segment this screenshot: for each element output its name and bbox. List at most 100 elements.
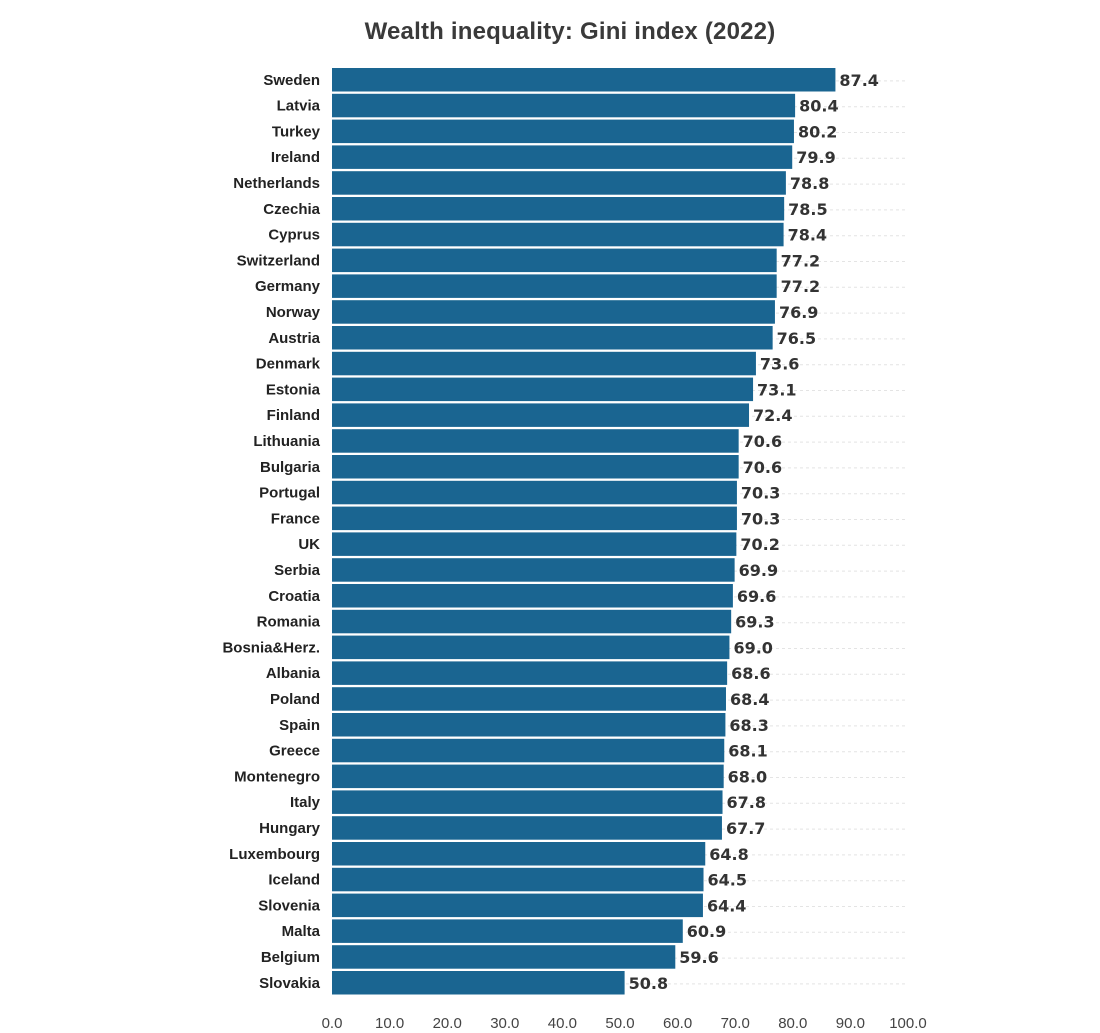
category-label: Germany <box>255 278 321 295</box>
category-label: Slovenia <box>258 897 320 914</box>
value-label: 68.0 <box>728 767 767 786</box>
bar <box>332 867 704 892</box>
category-label: Netherlands <box>233 175 320 192</box>
bar <box>332 661 728 685</box>
bar <box>332 558 735 582</box>
category-label: Albania <box>266 665 321 682</box>
value-label: 69.3 <box>735 613 774 632</box>
category-label: Denmark <box>256 356 321 373</box>
bar <box>332 842 706 866</box>
bar <box>332 171 786 195</box>
category-label: Finland <box>267 407 320 424</box>
category-label: Iceland <box>268 872 320 889</box>
value-label: 68.3 <box>729 716 768 735</box>
value-label: 76.5 <box>777 329 816 348</box>
bar <box>332 222 784 247</box>
bar <box>332 584 733 608</box>
value-label: 70.6 <box>743 458 782 477</box>
category-label: Malta <box>282 923 321 940</box>
category-label: Luxembourg <box>229 846 320 863</box>
bar <box>332 893 703 918</box>
value-label: 64.5 <box>708 871 747 890</box>
bar <box>332 119 794 144</box>
category-label: Greece <box>269 743 320 760</box>
category-label: Bulgaria <box>260 459 321 476</box>
value-label: 70.2 <box>740 535 779 554</box>
category-label: Romania <box>257 614 321 631</box>
bar <box>332 197 785 221</box>
bar <box>332 145 793 169</box>
value-label: 69.6 <box>737 587 776 606</box>
x-tick-label: 10.0 <box>375 1015 404 1032</box>
x-tick-label: 50.0 <box>605 1015 634 1032</box>
value-label: 72.4 <box>753 406 792 425</box>
x-tick-label: 100.0 <box>889 1015 927 1032</box>
value-label: 77.2 <box>781 277 820 296</box>
bar <box>332 274 777 298</box>
category-label: Ireland <box>271 149 320 166</box>
chart-title: Wealth inequality: Gini index (2022) <box>364 18 776 45</box>
category-label: Hungary <box>259 820 321 837</box>
x-tick-label: 60.0 <box>663 1015 692 1032</box>
value-label: 76.9 <box>779 303 818 322</box>
category-label: Belgium <box>261 949 320 966</box>
bar <box>332 609 732 634</box>
bar <box>332 248 777 273</box>
bar <box>332 945 676 969</box>
category-label: Portugal <box>259 485 320 502</box>
category-label: Latvia <box>277 98 321 115</box>
category-label: Serbia <box>274 562 321 579</box>
category-label: Switzerland <box>237 252 320 269</box>
bar <box>332 764 724 789</box>
value-label: 69.9 <box>739 561 778 580</box>
value-label: 64.8 <box>709 845 748 864</box>
bar <box>332 351 756 376</box>
value-label: 80.2 <box>798 122 837 141</box>
category-label: Czechia <box>263 201 320 218</box>
category-label: Croatia <box>268 588 320 605</box>
value-label: 78.8 <box>790 174 829 193</box>
category-label: Estonia <box>266 381 321 398</box>
bar <box>332 429 739 453</box>
bar <box>332 816 722 840</box>
bar <box>332 635 730 660</box>
category-label: Italy <box>290 794 321 811</box>
value-label: 70.6 <box>743 432 782 451</box>
bar <box>332 377 754 402</box>
value-label: 60.9 <box>687 922 726 941</box>
category-label: France <box>271 510 320 527</box>
value-label: 67.7 <box>726 819 765 838</box>
bar <box>332 790 723 814</box>
value-label: 70.3 <box>741 484 780 503</box>
bar <box>332 326 773 350</box>
bar <box>332 532 737 556</box>
value-label: 68.6 <box>731 664 770 683</box>
x-tick-label: 30.0 <box>490 1015 519 1032</box>
bar <box>332 300 775 324</box>
category-label: UK <box>298 536 320 553</box>
category-label: Slovakia <box>259 975 321 992</box>
value-label: 67.8 <box>727 793 766 812</box>
x-tick-label: 0.0 <box>322 1015 343 1032</box>
category-label: Spain <box>279 717 320 734</box>
x-tick-label: 20.0 <box>433 1015 462 1032</box>
bar <box>332 738 725 763</box>
value-label: 73.1 <box>757 380 796 399</box>
x-tick-label: 80.0 <box>778 1015 807 1032</box>
value-label: 77.2 <box>781 251 820 270</box>
category-label: Sweden <box>263 72 320 89</box>
bar <box>332 403 750 427</box>
value-label: 80.4 <box>799 97 838 116</box>
category-label: Bosnia&Herz. <box>222 639 320 656</box>
bar <box>332 919 683 943</box>
value-label: 79.9 <box>796 148 835 167</box>
category-label: Lithuania <box>253 433 320 450</box>
value-label: 59.6 <box>679 948 718 967</box>
bar <box>332 68 836 92</box>
bar <box>332 687 726 711</box>
category-label: Poland <box>270 691 320 708</box>
value-label: 68.1 <box>728 742 767 761</box>
x-tick-label: 70.0 <box>721 1015 750 1032</box>
value-label: 69.0 <box>733 638 772 657</box>
